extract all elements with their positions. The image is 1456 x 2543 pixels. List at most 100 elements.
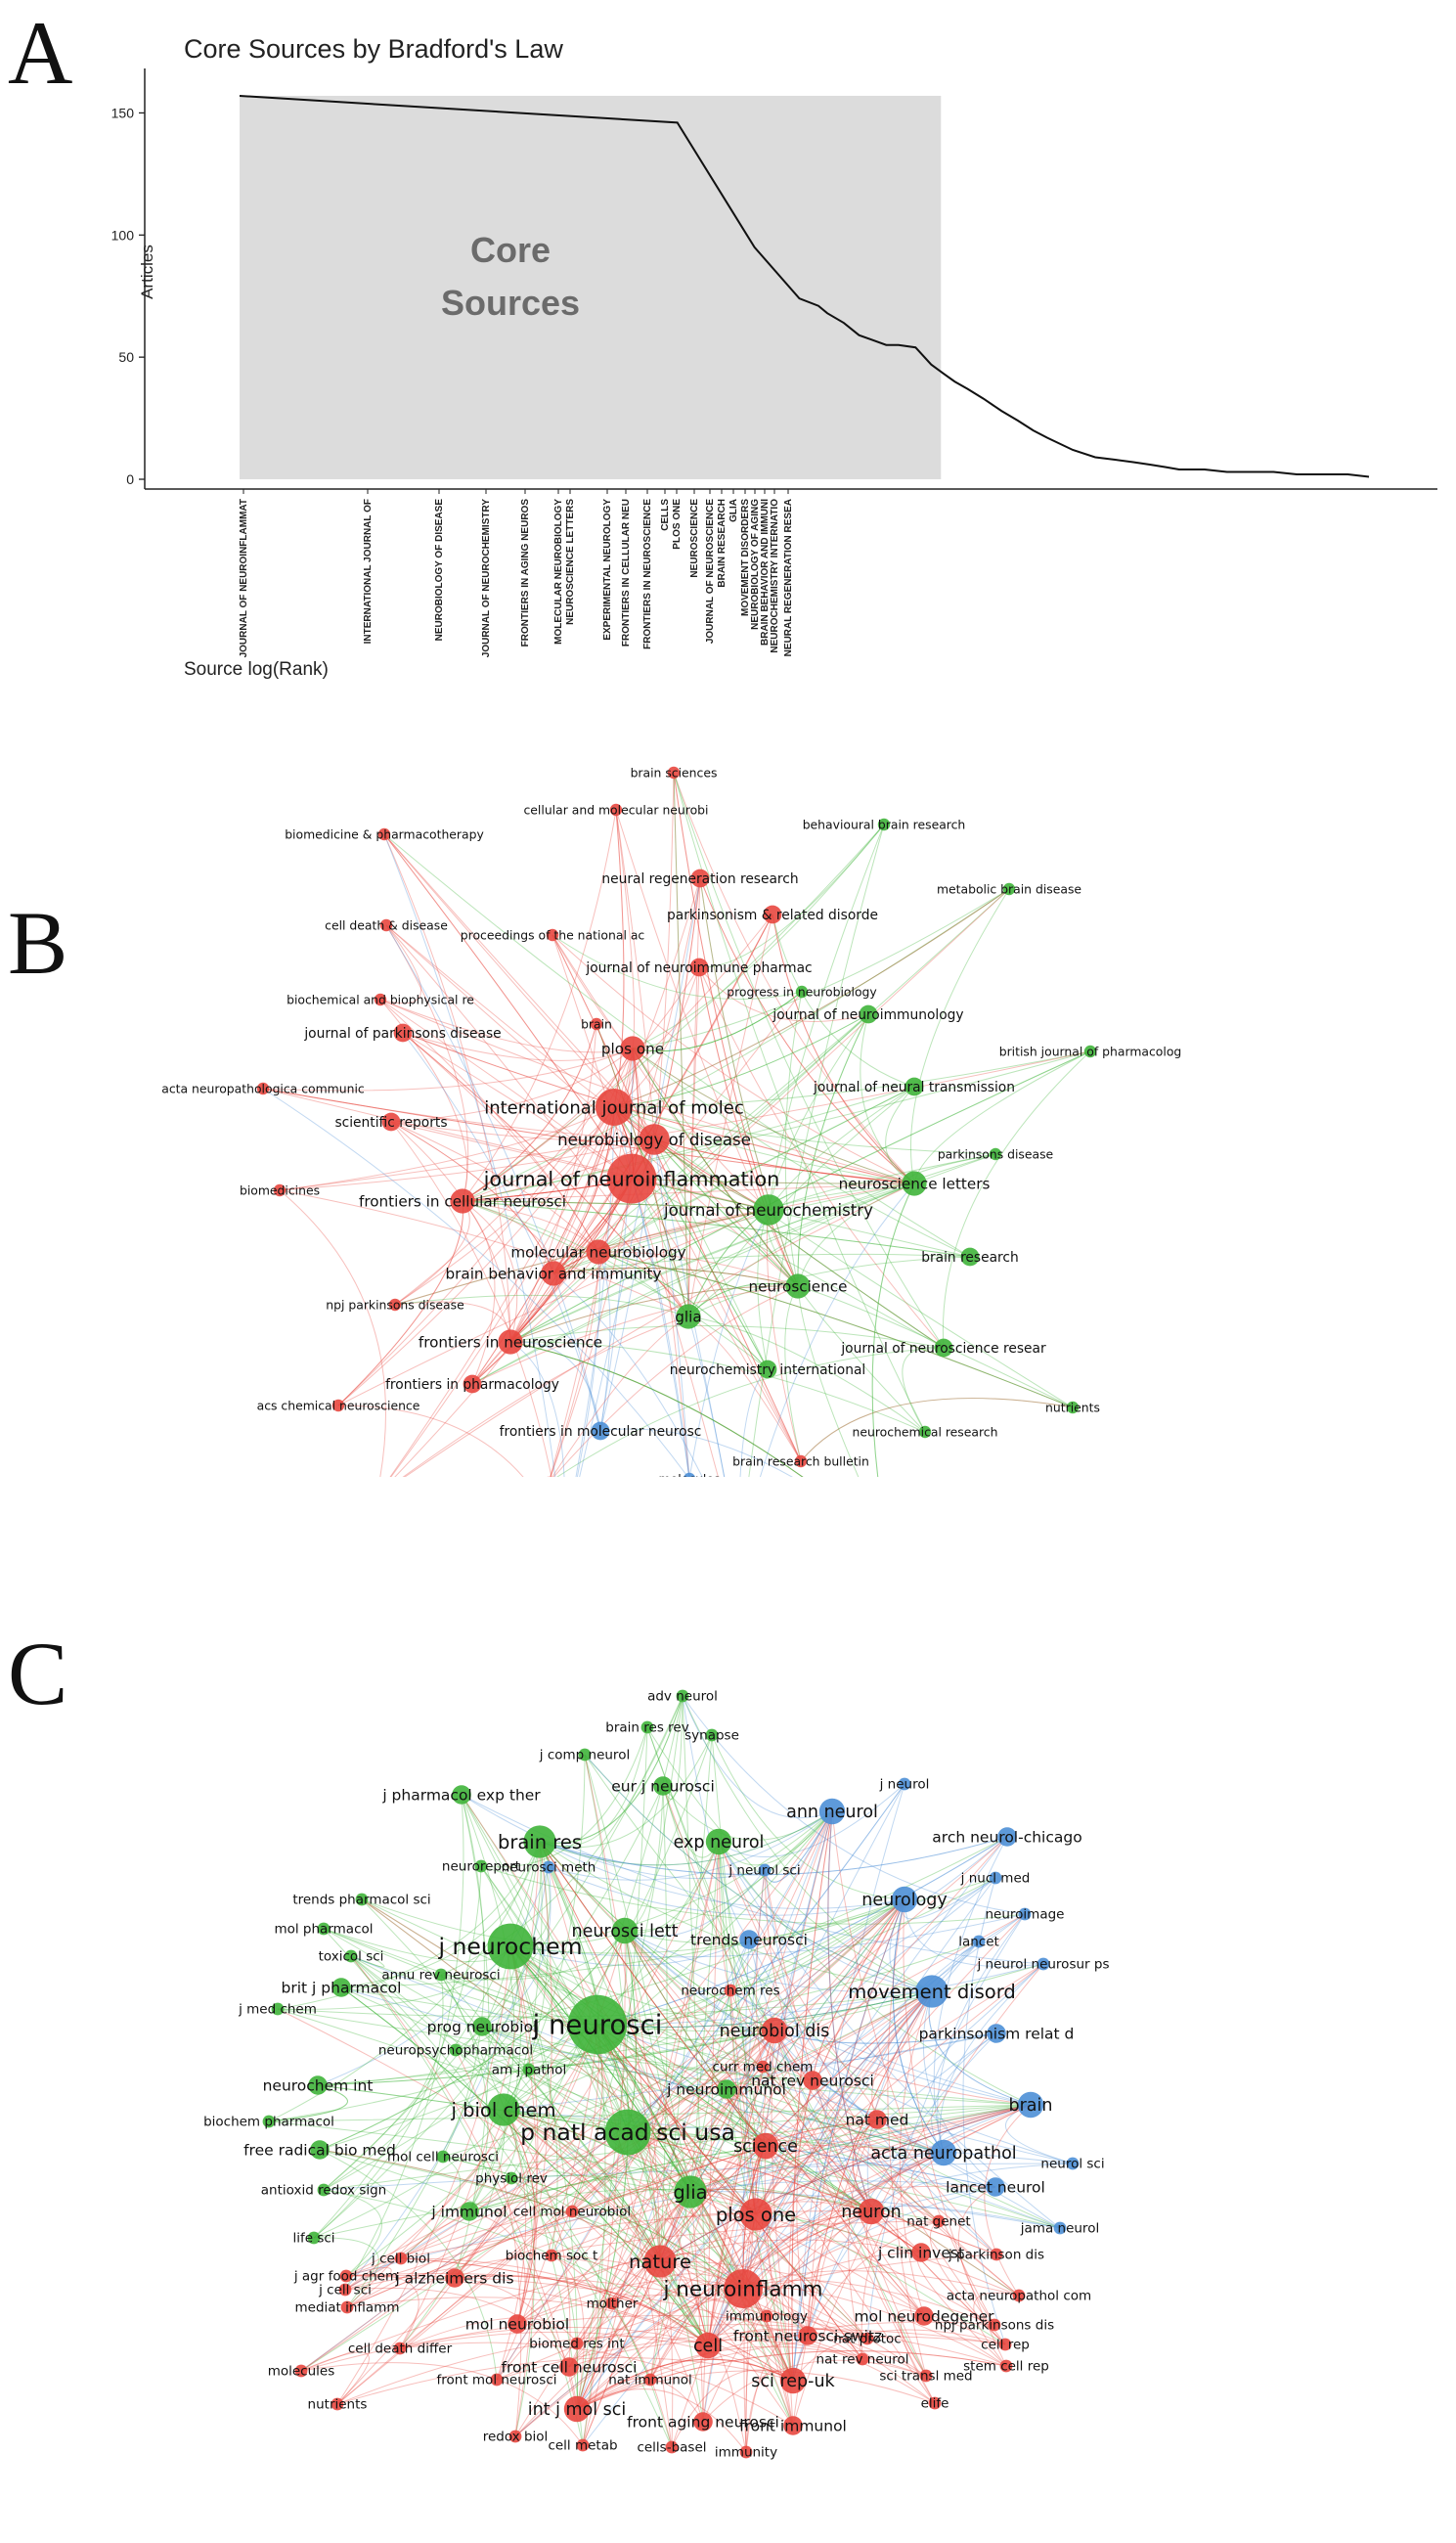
source-tick-label: FRONTIERS IN CELLULAR NEU xyxy=(621,499,632,647)
network-label: j neurol sci xyxy=(728,1863,800,1879)
network-label: mol pharmacol xyxy=(274,1922,373,1938)
network-label: frontiers in molecular neurosc xyxy=(500,1424,702,1440)
network-label: j nucl med xyxy=(960,1871,1031,1887)
network-label: plos one xyxy=(716,2204,796,2226)
source-tick-label: GLIA xyxy=(728,499,739,522)
network-label: j alzheimers dis xyxy=(394,2269,513,2287)
network-edge xyxy=(929,1991,1031,2105)
network-label: neuropsychopharmacol xyxy=(378,2043,533,2059)
network-edge xyxy=(985,2105,1031,2296)
network-label: parkinsonism relat d xyxy=(919,2025,1075,2042)
network-label: elife xyxy=(921,2396,949,2412)
network-edge xyxy=(914,1051,1090,1183)
network-edges xyxy=(269,1696,1073,2452)
network-label: neurochem res xyxy=(681,1984,779,1999)
network-label: neurosci lett xyxy=(572,1922,679,1941)
network-edge xyxy=(463,1201,495,1384)
network-label: mol cell neurosci xyxy=(387,2150,499,2165)
network-label: plos one xyxy=(601,1040,664,1057)
source-tick-label: MOLECULAR NEUROBIOLOGY xyxy=(553,499,564,645)
network-label: exp neurol xyxy=(674,1833,765,1852)
network-label: neural regeneration research xyxy=(601,871,798,887)
network-label: j neurosci xyxy=(532,2010,663,2041)
network-label: j med chem xyxy=(238,2002,317,2018)
network-label: progress in neurobiology xyxy=(727,984,877,999)
source-tick-label: FRONTIERS IN AGING NEUROS xyxy=(520,499,531,647)
network-label: brain sciences xyxy=(631,765,718,780)
network-label: neurobiology of disease xyxy=(557,1131,751,1149)
source-tick-label: JOURNAL OF NEUROCHEMISTRY xyxy=(481,499,492,658)
network-label: scientific reports xyxy=(334,1115,447,1131)
y-axis-title: Articles xyxy=(138,245,156,299)
network-label: trends neurosci xyxy=(690,1931,808,1948)
source-tick-label: EXPERIMENTAL NEUROLOGY xyxy=(602,499,613,641)
network-label: neurochem int xyxy=(263,2076,374,2094)
network-label: brain research bulletin xyxy=(732,1453,869,1468)
source-tick-label: NEURAL REGENERATION RESEA xyxy=(783,499,794,656)
network-label: immunology xyxy=(726,2309,808,2325)
network-label: j cell sci xyxy=(318,2283,372,2298)
source-tick-label: JOURNAL OF NEUROSCIENCE xyxy=(705,499,716,644)
network-label: cell death & disease xyxy=(325,917,448,932)
network-label: mol neurobiol xyxy=(465,2315,569,2333)
network-label: journal of neuroinflammation xyxy=(483,1167,780,1190)
network-label: cellular and molecular neurobi xyxy=(524,802,709,817)
source-tick-label: BRAIN RESEARCH xyxy=(717,499,728,588)
network-label: nat genet xyxy=(906,2214,970,2230)
network-label: journal of neurochemistry xyxy=(663,1201,873,1220)
network-label: j neuroinflamm xyxy=(662,2278,822,2302)
core-zone xyxy=(240,96,941,479)
network-label: cells-basel xyxy=(637,2440,706,2456)
network-label: j parkinson dis xyxy=(948,2248,1044,2263)
network-label: molecular neurobiology xyxy=(510,1243,685,1261)
y-tick-label: 100 xyxy=(111,227,135,243)
network-label: toxicol sci xyxy=(319,1949,384,1965)
network-label: nutrients xyxy=(308,2397,368,2413)
network-label: neurochemistry international xyxy=(670,1362,866,1378)
network-label: nature xyxy=(629,2251,691,2273)
core-annotation-line2: Sources xyxy=(441,283,580,323)
network-label: free radical bio med xyxy=(243,2141,396,2159)
x-axis-title: Source log(Rank) xyxy=(184,659,329,680)
network-label: brain xyxy=(581,1016,612,1031)
network-label: ann neurol xyxy=(786,1803,878,1822)
y-tick-label: 0 xyxy=(126,471,134,487)
source-tick-label: FRONTIERS IN NEUROSCIENCE xyxy=(642,499,653,649)
network-label: journal of neural transmission xyxy=(813,1080,1015,1095)
network-label: parkinsons disease xyxy=(938,1146,1053,1161)
network-label: biochemical and biophysical re xyxy=(287,992,474,1006)
network-edge xyxy=(929,1991,1031,2105)
network-label: nat rev neurol xyxy=(816,2352,909,2368)
network-label: npj parkinsons disease xyxy=(326,1297,463,1312)
network-label: eur j neurosci xyxy=(611,1777,715,1795)
network-label: physiol rev xyxy=(475,2171,548,2187)
network-edge xyxy=(943,1051,1090,1348)
network-label: acs chemical neuroscience xyxy=(257,1398,420,1412)
network-label: movement disord xyxy=(848,1981,1016,2003)
network-label: journal of neuroimmunology xyxy=(772,1007,963,1023)
network-label: immunity xyxy=(715,2445,777,2461)
y-tick-label: 50 xyxy=(118,349,134,365)
network-label: brain xyxy=(1009,2096,1053,2116)
network-label: acta neuropathologica communic xyxy=(161,1081,365,1095)
network-label: international journal of molec xyxy=(484,1097,744,1118)
bradford-chart: Core Sources by Bradford's LawCoreSource… xyxy=(0,0,1456,704)
network-label: int j mol sci xyxy=(528,2400,627,2420)
network-label: biomedicine & pharmacotherapy xyxy=(285,826,484,841)
network-label: science xyxy=(733,2137,798,2157)
source-tick-label: NEUROSCIENCE LETTERS xyxy=(565,499,576,625)
network-label: biomedicines xyxy=(240,1182,320,1197)
network-label: biochem soc t xyxy=(506,2249,598,2264)
network-label: cell death differ xyxy=(348,2342,453,2357)
network-edge xyxy=(798,1014,868,1286)
network-label: front mol neurosci xyxy=(437,2373,557,2388)
network-label: cell metab xyxy=(548,2438,617,2454)
network-label: antioxidants xyxy=(511,1475,586,1477)
network-label: j cell biol xyxy=(371,2252,430,2267)
network-label: sci rep-uk xyxy=(751,2372,835,2391)
network-label: life sci xyxy=(292,2231,334,2247)
chart-title: Core Sources by Bradford's Law xyxy=(184,34,563,64)
network-label: journal of neuroscience resear xyxy=(840,1341,1046,1357)
source-tick-label: NEUROSCIENCE xyxy=(689,499,700,578)
